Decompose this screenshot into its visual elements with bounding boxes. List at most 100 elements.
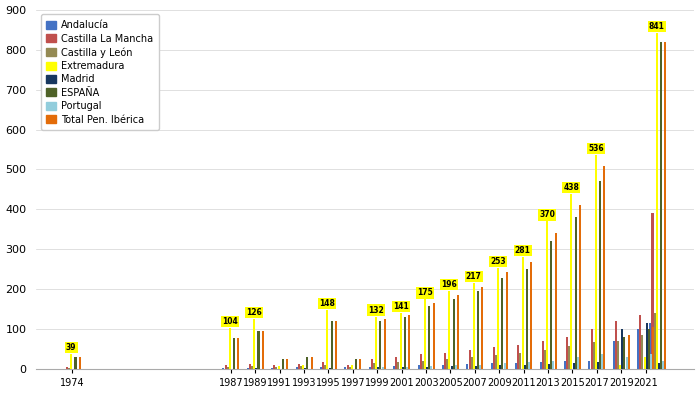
- Bar: [568, 346, 570, 370]
- Bar: [570, 194, 573, 370]
- Bar: [455, 365, 457, 370]
- Bar: [369, 367, 371, 370]
- Bar: [64, 369, 66, 370]
- Bar: [542, 341, 544, 370]
- Bar: [418, 365, 419, 370]
- Bar: [402, 368, 404, 370]
- Bar: [355, 359, 357, 370]
- Bar: [231, 369, 233, 370]
- Bar: [468, 350, 470, 370]
- Bar: [449, 291, 450, 370]
- Bar: [519, 353, 522, 370]
- Text: 126: 126: [246, 308, 262, 317]
- Bar: [375, 317, 377, 370]
- Bar: [70, 354, 72, 370]
- Bar: [408, 315, 410, 370]
- Bar: [249, 364, 251, 370]
- Bar: [426, 367, 428, 370]
- Bar: [620, 365, 621, 370]
- Bar: [603, 166, 606, 370]
- Bar: [493, 348, 495, 370]
- Bar: [406, 367, 408, 370]
- Bar: [475, 366, 477, 370]
- Bar: [530, 262, 532, 370]
- Bar: [262, 331, 264, 370]
- Text: 132: 132: [368, 306, 384, 315]
- Bar: [564, 361, 566, 370]
- Bar: [597, 362, 599, 370]
- Bar: [591, 329, 592, 370]
- Bar: [601, 354, 603, 370]
- Bar: [589, 361, 590, 370]
- Bar: [229, 328, 231, 370]
- Bar: [515, 362, 517, 370]
- Bar: [379, 322, 382, 370]
- Bar: [74, 357, 76, 370]
- Bar: [400, 313, 402, 370]
- Bar: [664, 41, 666, 370]
- Bar: [575, 217, 577, 370]
- Bar: [658, 363, 660, 370]
- Text: 196: 196: [442, 280, 457, 289]
- Bar: [351, 365, 353, 370]
- Bar: [615, 322, 617, 370]
- Bar: [442, 364, 444, 370]
- Bar: [617, 341, 619, 370]
- Bar: [517, 345, 519, 370]
- Bar: [466, 364, 468, 370]
- Bar: [595, 155, 597, 370]
- Bar: [593, 342, 595, 370]
- Bar: [328, 368, 330, 370]
- Bar: [276, 367, 277, 370]
- Bar: [311, 357, 313, 370]
- Legend: Andalucía, Castilla La Mancha, Castilla y León, Extremadura, Madrid, ESPAÑA, Por: Andalucía, Castilla La Mancha, Castilla …: [41, 15, 159, 130]
- Bar: [650, 323, 652, 370]
- Bar: [393, 366, 395, 370]
- Bar: [548, 364, 550, 370]
- Bar: [637, 329, 639, 370]
- Bar: [251, 366, 253, 370]
- Bar: [384, 320, 386, 370]
- Bar: [302, 365, 304, 370]
- Text: 370: 370: [539, 210, 555, 219]
- Bar: [624, 337, 626, 370]
- Bar: [286, 359, 288, 370]
- Bar: [258, 331, 260, 370]
- Bar: [451, 366, 452, 370]
- Bar: [473, 282, 475, 370]
- Bar: [497, 268, 499, 370]
- Bar: [453, 299, 455, 370]
- Bar: [645, 323, 648, 370]
- Bar: [577, 357, 579, 370]
- Bar: [612, 342, 615, 370]
- Bar: [503, 363, 505, 370]
- Bar: [307, 357, 308, 370]
- Bar: [650, 354, 652, 370]
- Bar: [330, 322, 332, 370]
- Bar: [491, 363, 493, 370]
- Bar: [66, 368, 68, 370]
- Bar: [371, 359, 373, 370]
- Bar: [322, 362, 324, 370]
- Bar: [544, 350, 546, 370]
- Bar: [346, 364, 349, 370]
- Text: 148: 148: [319, 299, 335, 308]
- Bar: [639, 316, 641, 370]
- Bar: [280, 369, 282, 370]
- Bar: [278, 366, 279, 370]
- Bar: [344, 368, 346, 370]
- Bar: [495, 355, 497, 370]
- Bar: [499, 365, 501, 370]
- Text: 141: 141: [393, 302, 409, 311]
- Bar: [626, 357, 628, 370]
- Bar: [660, 41, 662, 370]
- Bar: [295, 368, 298, 370]
- Text: 217: 217: [466, 271, 482, 281]
- Bar: [652, 327, 654, 370]
- Bar: [227, 367, 229, 370]
- Bar: [628, 335, 630, 370]
- Bar: [428, 306, 430, 370]
- Bar: [654, 314, 656, 370]
- Text: 841: 841: [649, 22, 665, 31]
- Bar: [373, 363, 375, 370]
